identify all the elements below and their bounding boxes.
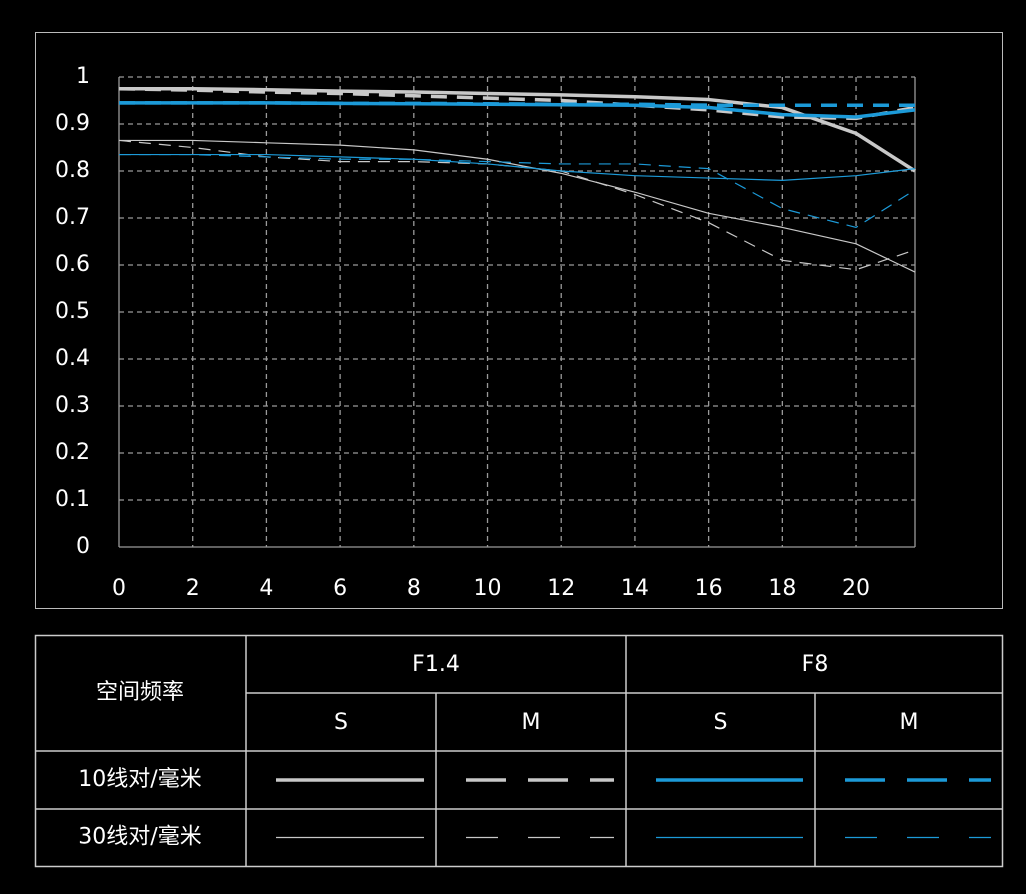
x-tick-label: 8	[407, 576, 421, 601]
series-line	[119, 153, 916, 181]
x-tick-label: 14	[621, 576, 649, 601]
x-tick-label: 12	[547, 576, 575, 601]
group-header: F8	[802, 652, 829, 677]
y-tick-label: 0.9	[55, 111, 90, 136]
x-tick-label: 4	[259, 576, 273, 601]
sub-header: M	[900, 710, 919, 735]
y-tick-label: 0.3	[55, 393, 90, 418]
legend-table: 空间频率 F1.4 F8	[34, 634, 1004, 868]
series-line	[119, 101, 915, 107]
row-label: 10线对/毫米	[78, 767, 201, 792]
x-tick-label: 16	[695, 576, 723, 601]
series-line	[119, 153, 916, 228]
series-line	[118, 87, 916, 121]
sub-header: S	[334, 710, 348, 735]
y-tick-label: 0.1	[55, 487, 90, 512]
row-label: 30线对/毫米	[78, 825, 201, 850]
group-header: F1.4	[412, 652, 460, 677]
x-tick-label: 10	[474, 576, 502, 601]
y-tick-label: 1	[76, 64, 90, 89]
y-tick-label: 0.6	[55, 252, 90, 277]
y-tick-label: 0.2	[55, 440, 90, 465]
sub-header: S	[714, 710, 728, 735]
sub-header: M	[522, 710, 541, 735]
table-corner: 空间频率	[96, 680, 184, 705]
x-tick-label: 6	[333, 576, 347, 601]
series-line	[118, 139, 916, 271]
y-tick-label: 0.7	[55, 205, 90, 230]
x-tick-label: 18	[768, 576, 796, 601]
y-tick-label: 0	[76, 534, 90, 559]
series-line	[119, 139, 916, 273]
x-tick-label: 2	[186, 576, 200, 601]
y-tick-label: 0.5	[55, 299, 90, 324]
y-tick-label: 0.8	[55, 158, 90, 183]
y-tick-label: 0.4	[55, 346, 90, 371]
chart-frame	[35, 32, 1003, 609]
series-line	[119, 87, 916, 173]
x-tick-label: 20	[842, 576, 870, 601]
x-tick-label: 0	[112, 576, 126, 601]
